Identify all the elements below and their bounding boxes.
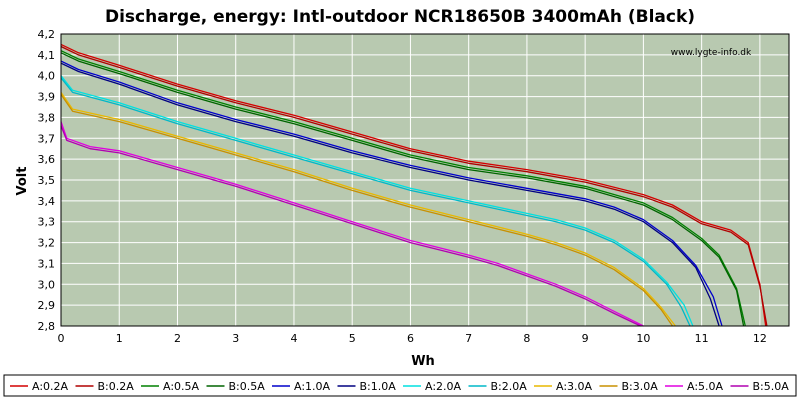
y-tick-label: 2,8: [38, 320, 56, 333]
x-tick-label: 1: [116, 332, 123, 345]
y-tick-label: 3,5: [38, 174, 56, 187]
series-line-b-1-0a: [60, 62, 720, 327]
chart-title: Discharge, energy: Intl-outdoor NCR18650…: [105, 7, 695, 27]
y-tick-label: 3,4: [38, 195, 56, 208]
series-line-a-0-5a: [60, 50, 746, 327]
y-tick-label: 2,9: [38, 299, 56, 312]
y-tick-label: 4,0: [38, 70, 56, 83]
x-tick-label: 6: [407, 332, 414, 345]
y-tick-label: 4,1: [38, 49, 56, 62]
y-tick-label: 3,7: [38, 132, 56, 145]
y-axis-title: Volt: [15, 167, 30, 196]
x-tick-label: 8: [523, 332, 530, 345]
series-line-a-1-0a: [60, 60, 723, 327]
legend-box: [3, 374, 797, 397]
legend-label: B:0.5A: [229, 380, 266, 393]
legend-label: A:0.5A: [163, 380, 200, 393]
legend-label: B:5.0A: [753, 380, 790, 393]
legend-label: A:5.0A: [687, 380, 724, 393]
series-line-b-0-5a: [60, 52, 745, 327]
x-tick-label: 11: [695, 332, 709, 345]
legend-label: B:2.0A: [491, 380, 528, 393]
series-layer: [60, 43, 768, 327]
legend: A:0.2A B:0.2A A:0.5A B:0.5A A:1.0A B:1.0A A:2.…: [10, 380, 789, 393]
series-line-b-0-2a: [60, 45, 768, 327]
x-tick-label: 12: [753, 332, 767, 345]
x-axis-ticks: 0 1 2 3 4 5 6 7 8 9 10 11 12: [58, 332, 767, 345]
y-tick-label: 3,8: [38, 111, 56, 124]
legend-label: B:0.2A: [98, 380, 135, 393]
x-tick-label: 10: [636, 332, 650, 345]
plot-frame: [60, 33, 790, 327]
legend-label: A:2.0A: [425, 380, 462, 393]
y-tick-label: 3,0: [38, 278, 56, 291]
x-tick-label: 0: [58, 332, 65, 345]
y-tick-label: 3,1: [38, 257, 56, 270]
legend-label: B:1.0A: [360, 380, 397, 393]
series-line-a-0-2a: [60, 43, 767, 327]
x-tick-label: 5: [349, 332, 356, 345]
series-line-b-3-0a: [60, 94, 674, 327]
legend-label: A:3.0A: [556, 380, 593, 393]
series-line-a-3-0a: [60, 92, 676, 327]
x-tick-label: 2: [174, 332, 181, 345]
series-line-b-5-0a: [60, 125, 641, 327]
series-line-b-2-0a: [60, 77, 691, 327]
series-line-a-5-0a: [60, 121, 644, 327]
legend-label: A:0.2A: [32, 380, 69, 393]
x-axis-title: Wh: [411, 354, 435, 369]
x-tick-label: 4: [290, 332, 297, 345]
x-tick-label: 7: [465, 332, 472, 345]
y-tick-label: 3,9: [38, 91, 56, 104]
y-tick-label: 4,2: [38, 28, 56, 41]
y-axis-ticks: 2,8 2,9 3,0 3,1 3,2 3,3 3,4 3,5 3,6 3,7 3,8 3,9 4,0 4…: [38, 28, 56, 333]
y-tick-label: 3,3: [38, 216, 56, 229]
series-line-a-2-0a: [60, 75, 694, 327]
x-tick-label: 9: [582, 332, 589, 345]
y-tick-label: 3,6: [38, 153, 56, 166]
y-tick-label: 3,2: [38, 237, 56, 250]
watermark: www.lygte-info.dk: [671, 48, 752, 58]
x-tick-label: 3: [232, 332, 239, 345]
legend-label: A:1.0A: [294, 380, 331, 393]
legend-label: B:3.0A: [622, 380, 659, 393]
